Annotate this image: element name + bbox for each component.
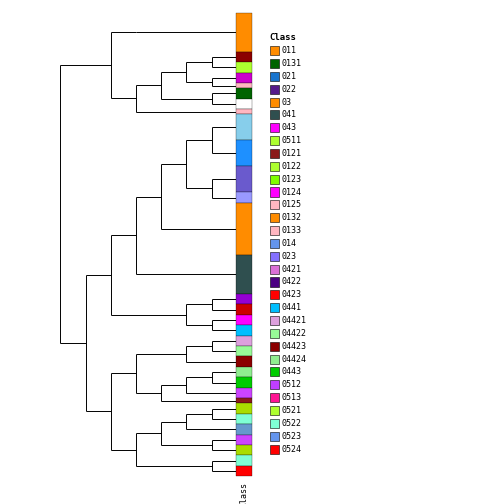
Bar (236, 140, 252, 166)
Bar (236, 325, 252, 336)
Bar (236, 13, 252, 52)
Bar (270, 393, 279, 402)
Bar (236, 83, 252, 88)
Bar (270, 431, 279, 440)
Bar (270, 136, 279, 145)
Text: 0121: 0121 (281, 149, 301, 158)
Text: 0422: 0422 (281, 278, 301, 286)
Bar (270, 187, 279, 197)
Bar (236, 456, 252, 466)
Bar (236, 388, 252, 398)
Text: 014: 014 (281, 239, 296, 248)
Text: 04422: 04422 (281, 329, 306, 338)
Bar (236, 424, 252, 434)
Text: 0122: 0122 (281, 162, 301, 171)
Bar (236, 193, 252, 203)
Bar (236, 294, 252, 304)
Bar (236, 315, 252, 325)
Text: 041: 041 (281, 110, 296, 119)
Bar (236, 62, 252, 73)
Text: 0132: 0132 (281, 213, 301, 222)
Bar (270, 59, 279, 68)
Bar (270, 355, 279, 364)
Bar (236, 434, 252, 445)
Bar (270, 277, 279, 286)
Text: 023: 023 (281, 252, 296, 261)
Bar (270, 252, 279, 261)
Text: 0513: 0513 (281, 393, 301, 402)
Text: 0443: 0443 (281, 367, 301, 376)
Bar (270, 149, 279, 158)
Text: 0512: 0512 (281, 381, 301, 389)
Bar (270, 303, 279, 312)
Bar (236, 109, 252, 114)
Bar (236, 398, 252, 403)
Bar (236, 377, 252, 388)
Text: Class: Class (270, 33, 296, 42)
Text: 0521: 0521 (281, 406, 301, 415)
Text: 021: 021 (281, 72, 296, 81)
Bar (236, 367, 252, 377)
Bar (270, 174, 279, 183)
Bar (270, 123, 279, 132)
Text: 011: 011 (281, 46, 296, 55)
Bar (270, 329, 279, 338)
Bar (270, 445, 279, 454)
Bar (236, 445, 252, 456)
Bar (270, 406, 279, 415)
Bar (270, 162, 279, 171)
Bar (236, 73, 252, 83)
Bar (236, 403, 252, 414)
Bar (270, 367, 279, 376)
Bar (236, 114, 252, 140)
Bar (270, 290, 279, 299)
Bar (236, 88, 252, 99)
Text: 0522: 0522 (281, 419, 301, 428)
Text: 0133: 0133 (281, 226, 301, 235)
Bar (270, 97, 279, 106)
Text: 0131: 0131 (281, 59, 301, 68)
Bar (236, 99, 252, 109)
Bar (270, 46, 279, 55)
Bar (270, 200, 279, 209)
Bar (270, 419, 279, 428)
Text: 03: 03 (281, 98, 291, 106)
Text: 043: 043 (281, 123, 296, 132)
Text: 04423: 04423 (281, 342, 306, 351)
Text: 0123: 0123 (281, 175, 301, 183)
Bar (270, 265, 279, 274)
Bar (236, 52, 252, 62)
Bar (236, 466, 252, 476)
Bar (236, 255, 252, 294)
Text: 0441: 0441 (281, 303, 301, 312)
Text: 0524: 0524 (281, 445, 301, 454)
Bar (236, 203, 252, 255)
Bar (270, 239, 279, 248)
Text: 04424: 04424 (281, 355, 306, 363)
Bar (270, 226, 279, 235)
Bar (270, 110, 279, 119)
Bar (236, 166, 252, 193)
Text: 0423: 0423 (281, 290, 301, 299)
Text: 0523: 0523 (281, 432, 301, 440)
Text: Class: Class (239, 482, 248, 504)
Text: 04421: 04421 (281, 316, 306, 325)
Text: 022: 022 (281, 85, 296, 94)
Bar (270, 316, 279, 325)
Text: 0511: 0511 (281, 136, 301, 145)
Bar (270, 213, 279, 222)
Bar (270, 72, 279, 81)
Bar (270, 342, 279, 351)
Bar (270, 85, 279, 94)
Text: 0421: 0421 (281, 265, 301, 274)
Text: 0125: 0125 (281, 201, 301, 209)
Bar (236, 346, 252, 356)
Bar (270, 380, 279, 389)
Text: 0124: 0124 (281, 187, 301, 197)
Bar (236, 336, 252, 346)
Bar (236, 414, 252, 424)
Bar (236, 304, 252, 315)
Bar (236, 356, 252, 367)
